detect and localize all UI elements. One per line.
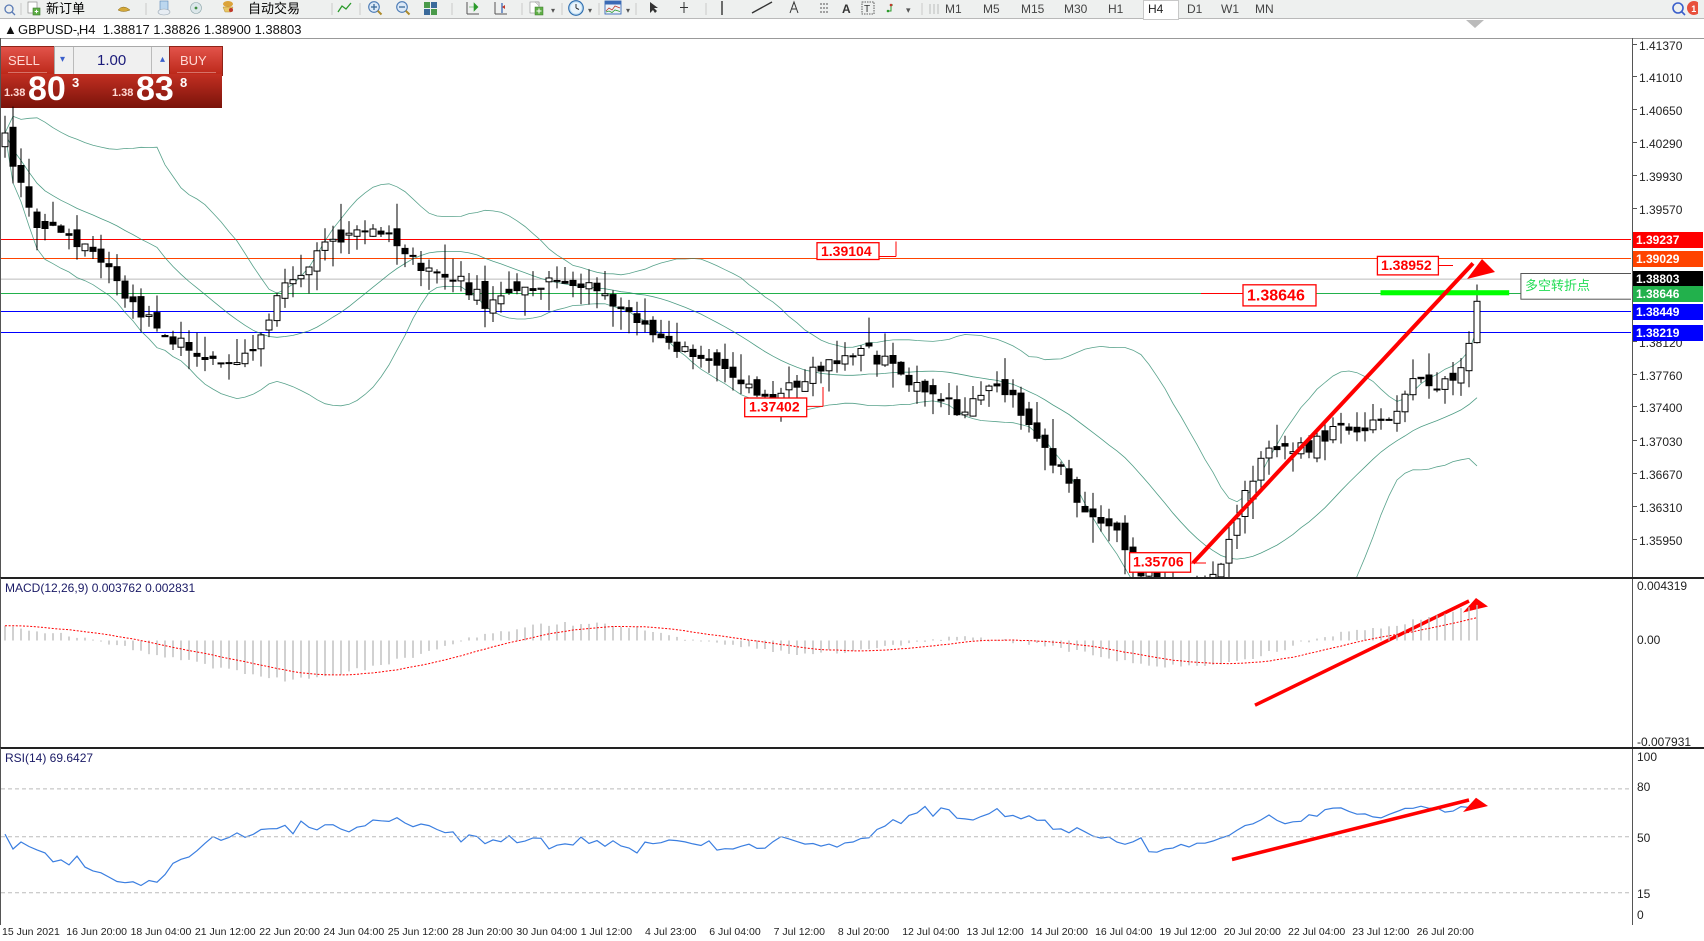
svg-text:自动交易: 自动交易 [248, 1, 300, 16]
svg-text:1.39104: 1.39104 [821, 243, 872, 259]
svg-text:1.35706: 1.35706 [1133, 554, 1184, 570]
svg-text:▾: ▾ [626, 6, 630, 15]
svg-text:▾: ▾ [906, 5, 911, 15]
svg-text:▾: ▾ [588, 6, 592, 15]
svg-text:1.37402: 1.37402 [749, 399, 800, 415]
svg-text:多空转折点: 多空转折点 [1525, 278, 1590, 293]
svg-text:1.38646: 1.38646 [1247, 288, 1305, 305]
svg-text:▾: ▾ [551, 6, 555, 15]
svg-text:1: 1 [1691, 4, 1696, 14]
svg-text:1.38952: 1.38952 [1381, 257, 1432, 273]
svg-text:T: T [864, 4, 870, 15]
svg-text:新订单: 新订单 [46, 1, 85, 16]
svg-text:A: A [842, 2, 851, 16]
